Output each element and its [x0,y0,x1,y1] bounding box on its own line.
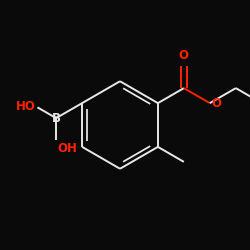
Text: O: O [179,50,189,62]
Text: B: B [52,112,61,124]
Text: OH: OH [58,142,77,155]
Text: HO: HO [16,100,36,112]
Text: O: O [211,96,221,110]
